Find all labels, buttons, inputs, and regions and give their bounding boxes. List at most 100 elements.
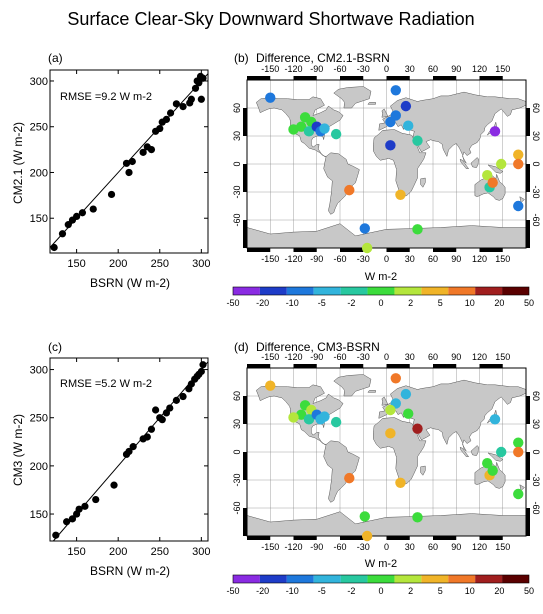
station-marker: [513, 149, 524, 160]
scatter-panel-a: RMSE =9.2 W m-2 150 200 250 300 150 200 250 300…: [11, 69, 211, 290]
border-bar: [386, 248, 410, 252]
station-marker: [513, 488, 524, 500]
border-bar: [433, 364, 457, 368]
station-marker: [412, 224, 423, 235]
panel-d-label: (d): [234, 340, 249, 354]
station-marker: [496, 158, 507, 170]
colorbar-top: -50 -20 -10 -5 -2 0 2 5 10 20 50W m-2: [226, 271, 534, 308]
lat-tick-label: 30: [232, 419, 242, 429]
lon-tick-label: 90: [451, 254, 461, 264]
lon-tick-label: -150: [261, 542, 279, 552]
lat-tick-label: 30: [531, 419, 541, 429]
lon-tick-label: -120: [284, 254, 302, 264]
colorbar-tick-label: -5: [318, 298, 326, 308]
border-bar: [526, 220, 530, 248]
colorbar-tick-label: -5: [318, 586, 326, 596]
lat-tick-label: -30: [232, 473, 242, 486]
lon-tick-label: -90: [310, 352, 323, 362]
border-bar: [243, 164, 247, 192]
colorbar-tick-label: 5: [438, 586, 443, 596]
colorbar-swatch: [286, 575, 314, 583]
lon-tick-label: 30: [405, 352, 415, 362]
scatter-point: [197, 367, 205, 376]
station-marker: [412, 135, 423, 146]
colorbar-tick-label: 50: [524, 586, 534, 596]
lon-tick-label: 90: [451, 352, 461, 362]
lat-tick-label: -30: [531, 185, 541, 198]
border-bar: [340, 536, 364, 540]
border-bar: [247, 248, 271, 252]
colorbar-bottom: -50 -20 -10 -5 -2 0 2 5 10 20 50W m-2: [226, 558, 534, 596]
colorbar-tick-label: -2: [347, 298, 355, 308]
scatter-point: [89, 205, 97, 213]
panel-c-label: (c): [48, 340, 62, 354]
scatter-c-frame: [49, 357, 209, 542]
colorbar-swatch: [421, 287, 449, 295]
lon-tick-label: 150: [495, 352, 510, 362]
x-tick-label: 300: [192, 546, 210, 558]
station-marker: [330, 128, 342, 140]
scatter-point: [166, 404, 174, 412]
scatter-point: [199, 74, 207, 82]
scatter-point: [92, 495, 100, 504]
colorbar-swatch: [233, 575, 260, 583]
station-marker: [385, 140, 396, 151]
scatter-point: [147, 146, 156, 154]
lat-tick-label: 30: [232, 131, 242, 141]
map-panel-d: -150 -150 -120 -120 -90 -90 -60 -60 -30 -30 0 0 30 30…: [232, 352, 541, 552]
y-tick-label: 250: [30, 413, 48, 425]
border-bar: [340, 76, 364, 80]
lat-tick-label: 60: [232, 103, 242, 113]
landmass-borneo: [470, 157, 479, 168]
lat-tick-label: 0: [531, 161, 541, 166]
colorbar-swatch: [340, 575, 368, 583]
colorbar-tick-label: 20: [494, 298, 504, 308]
scatter-point: [166, 109, 175, 117]
station-marker: [487, 177, 498, 188]
station-marker: [359, 223, 370, 234]
station-marker: [489, 126, 501, 137]
map-tick-labels: -150 -150 -120 -120 -90 -90 -60 -60 -30 -30 0 0 30 30…: [232, 64, 541, 264]
colorbar-swatch: [502, 287, 529, 295]
colorbar-tick-label: 2: [408, 298, 413, 308]
scatter-point: [191, 84, 200, 92]
colorbar-tick-label: 2: [408, 586, 413, 596]
lon-tick-label: -90: [310, 542, 323, 552]
colorbar-swatch: [367, 575, 395, 583]
scatter-point: [172, 396, 180, 404]
colorbar-swatch: [340, 287, 368, 295]
station-marker: [344, 184, 355, 196]
border-bar: [340, 248, 364, 252]
scatter-point: [139, 148, 147, 156]
y-tick-label: 200: [30, 461, 48, 473]
lon-tick-label: -150: [261, 352, 279, 362]
colorbar-tick-label: 50: [524, 298, 534, 308]
y-tick-label: 250: [30, 122, 48, 134]
y-tick-label: 150: [30, 509, 48, 521]
scatter-point: [156, 124, 164, 133]
colorbar-tick-label: 10: [465, 586, 475, 596]
station-marker: [385, 428, 396, 439]
lon-tick-label: 120: [472, 542, 487, 552]
station-marker: [390, 85, 401, 96]
scatter-point: [195, 79, 203, 87]
station-marker: [385, 404, 396, 416]
x-tick-label: 200: [109, 258, 127, 270]
border-bar: [243, 396, 247, 424]
colorbar-swatch: [394, 287, 422, 295]
scatter-point: [73, 212, 81, 220]
colorbar-unit-label: W m-2: [365, 271, 397, 283]
border-bar: [243, 220, 247, 248]
station-marker: [513, 437, 524, 448]
colorbar-swatch: [313, 575, 341, 583]
scatter-point: [58, 230, 67, 238]
lon-tick-label: -60: [333, 542, 346, 552]
border-bar: [386, 364, 410, 368]
scatter-point: [147, 425, 156, 433]
lon-tick-label: -150: [261, 64, 279, 74]
colorbar-tick-label: 0: [378, 586, 383, 596]
colorbar-unit-label: W m-2: [365, 558, 397, 570]
lat-tick-label: -60: [531, 213, 541, 226]
station-marker: [319, 123, 330, 134]
x-tick-label: 200: [109, 546, 127, 558]
